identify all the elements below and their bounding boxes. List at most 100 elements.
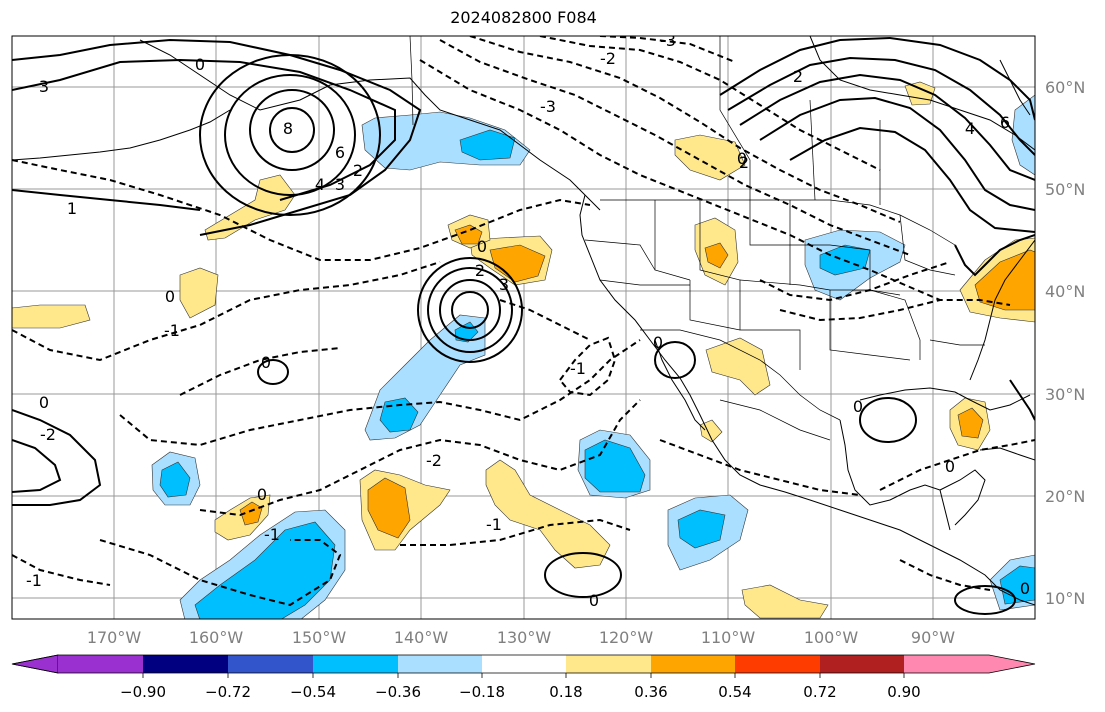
colorbar-segment bbox=[820, 655, 904, 673]
contour-label: 0 bbox=[853, 397, 863, 416]
contour-pos-cut-3 bbox=[438, 279, 502, 341]
latitude-axis: 60°N 50°N 40°N 30°N 20°N 10°N bbox=[1045, 78, 1085, 608]
latitude-label: 20°N bbox=[1045, 487, 1085, 506]
longitude-label: 160°W bbox=[189, 628, 244, 647]
coastlines bbox=[12, 36, 1035, 606]
contour-label: -2 bbox=[426, 451, 442, 470]
contour-pos-ne-2 bbox=[727, 56, 1035, 156]
contour-neg-6 bbox=[12, 159, 591, 261]
colorbar-segment bbox=[566, 655, 651, 673]
shade-region-southeast-pacific bbox=[741, 584, 829, 619]
colorbar-outline bbox=[11, 654, 1036, 674]
shade-region-south-central-core bbox=[367, 477, 411, 539]
contour-neg-7 bbox=[12, 261, 441, 362]
contour-neg-9 bbox=[199, 399, 641, 517]
contour-pos-small-5 bbox=[953, 585, 1017, 615]
contour-neg-4 bbox=[539, 36, 881, 171]
border-us-canada bbox=[600, 199, 956, 246]
contour-label: 0 bbox=[39, 393, 49, 412]
contour-pos-cut-2 bbox=[426, 267, 514, 353]
contour-label: 0 bbox=[261, 353, 271, 372]
contour-label: 2 bbox=[475, 261, 485, 280]
shade-region-southwest bbox=[705, 337, 771, 396]
latitude-label: 60°N bbox=[1045, 78, 1085, 97]
contour-label: 0 bbox=[945, 457, 955, 476]
contour-pos-cut-1 bbox=[416, 257, 524, 363]
colorbar-left-extension bbox=[11, 654, 59, 674]
contour-label: 6 bbox=[1000, 113, 1010, 132]
contour-label: 4 bbox=[315, 175, 325, 194]
latitude-label: 10°N bbox=[1045, 589, 1085, 608]
border-state-3 bbox=[749, 200, 791, 285]
border-state-9 bbox=[899, 214, 956, 276]
colorbar-tick-label: 0.90 bbox=[887, 683, 920, 701]
shade-region-mid-north-pacific bbox=[179, 267, 219, 319]
colorbar-tick-label: −0.18 bbox=[459, 683, 505, 701]
longitude-label: 100°W bbox=[804, 628, 859, 647]
contour-label: -1 bbox=[486, 515, 502, 534]
contour-label: -1 bbox=[570, 359, 586, 378]
contour-label: 0 bbox=[477, 237, 487, 256]
colorbar-tick-label: −0.72 bbox=[205, 683, 251, 701]
contour-label: 2 bbox=[739, 153, 749, 172]
colorbar-segment bbox=[143, 655, 228, 673]
shade-region-tropical-arc bbox=[485, 459, 611, 569]
shade-region-great-basin-core bbox=[704, 242, 729, 269]
contour-neg-13 bbox=[558, 336, 617, 397]
border-state-2 bbox=[699, 200, 741, 330]
colorbar-tick-label: 0.18 bbox=[549, 683, 582, 701]
longitude-axis: 170°W 160°W 150°W 140°W 130°W 120°W 110°… bbox=[87, 628, 955, 647]
longitude-label: 140°W bbox=[394, 628, 449, 647]
border-mexico-state bbox=[719, 399, 831, 441]
contour-neg-14 bbox=[879, 439, 1035, 491]
coast-alaska bbox=[139, 39, 601, 211]
colorbar-segment bbox=[904, 655, 989, 673]
latitude-label: 50°N bbox=[1045, 180, 1085, 199]
colorbar-segment bbox=[58, 655, 143, 673]
contour-pos-high-1 bbox=[198, 54, 382, 216]
contour-pos-small-3 bbox=[858, 397, 918, 443]
colorbar-segment bbox=[313, 655, 398, 673]
colorbar-right-extension bbox=[989, 655, 1035, 673]
contour-label: -2 bbox=[40, 425, 56, 444]
contour-pos-high-2 bbox=[223, 74, 357, 196]
contour-pos-west-edge-1 bbox=[12, 409, 102, 506]
colorbar-tick-label: 0.54 bbox=[718, 683, 751, 701]
shade-region-hudson bbox=[1011, 94, 1035, 176]
contour-label: 2 bbox=[353, 161, 363, 180]
contour-label: 0 bbox=[165, 287, 175, 306]
latitude-label: 40°N bbox=[1045, 282, 1085, 301]
shade-region-california-low-core bbox=[489, 244, 546, 283]
colorbar-tick-label: −0.36 bbox=[375, 683, 421, 701]
coast-aleutians bbox=[12, 109, 231, 161]
contour-label: 3 bbox=[499, 275, 509, 294]
contour-label: 0 bbox=[257, 485, 267, 504]
contour-neg-18 bbox=[659, 439, 861, 496]
coast-hudson bbox=[999, 59, 1031, 116]
border-state-11 bbox=[584, 239, 656, 271]
contour-pos-high-outer2 bbox=[12, 58, 396, 201]
colorbar-segment bbox=[651, 655, 735, 673]
contour-pos-ne-1 bbox=[719, 36, 1035, 121]
contour-label: -2 bbox=[600, 49, 616, 68]
border-state-8 bbox=[869, 250, 921, 360]
colorbar-tick-label: 0.72 bbox=[803, 683, 836, 701]
contour-label: 3 bbox=[335, 175, 345, 194]
border-canada-prov-2 bbox=[809, 99, 816, 201]
contour-neg-8 bbox=[119, 339, 641, 447]
contour-pos-east-edge bbox=[954, 234, 1035, 277]
contour-pos-high-outer bbox=[12, 38, 422, 236]
map-frame bbox=[11, 35, 1036, 620]
contour-label: -1 bbox=[164, 321, 180, 340]
contour-label: -1 bbox=[26, 571, 42, 590]
contour-label: 0 bbox=[589, 591, 599, 610]
contour-neg-12 bbox=[400, 518, 631, 546]
colorbar-ticks bbox=[142, 673, 905, 678]
colorbar-segment bbox=[735, 655, 820, 673]
contour-neg-2 bbox=[439, 39, 911, 256]
shade-region-west-pacific-core bbox=[159, 461, 191, 498]
contour-pos-ne-3 bbox=[739, 73, 1035, 181]
longitude-label: 110°W bbox=[701, 628, 756, 647]
contour-label: -3 bbox=[540, 97, 556, 116]
